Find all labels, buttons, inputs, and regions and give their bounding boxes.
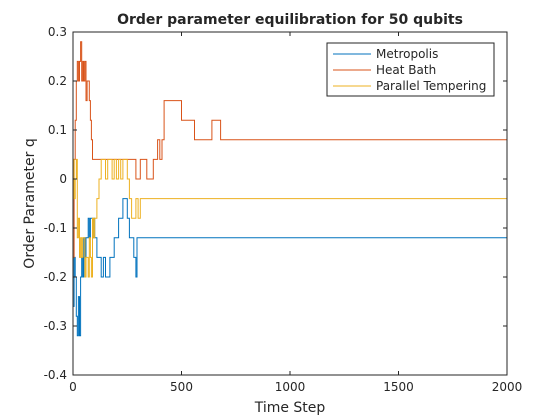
legend: Metropolis Heat Bath Parallel Tempering [326,42,495,97]
chart-title: Order parameter equilibration for 50 qub… [117,12,463,28]
x-tick-label: 500 [170,380,193,394]
x-tick-label: 1500 [383,380,414,394]
series-line-parallel-tempering [73,158,507,278]
y-tick-label: 0.1 [48,123,67,137]
y-tick-label: -0.2 [44,270,67,284]
series-layer [73,41,507,337]
y-tick-label: -0.1 [44,221,67,235]
x-tick-label: 2000 [492,380,523,394]
legend-label-metropolis: Metropolis [376,47,438,61]
x-axis-label: Time Step [254,400,326,416]
y-tick-label: 0.3 [48,25,67,39]
y-tick-label: -0.4 [44,368,67,382]
y-tick-label: 0 [59,172,67,186]
y-axis-label: Order Parameter q [22,138,38,268]
y-tick-label: 0.2 [48,74,67,88]
x-tick-label: 1000 [275,380,306,394]
legend-label-heat-bath: Heat Bath [376,63,436,77]
x-tick-label: 0 [69,380,77,394]
y-tick-label: -0.3 [44,319,67,333]
legend-label-parallel-tempering: Parallel Tempering [376,79,486,93]
axes-layer: 0 500 1000 1500 2000 -0.4 -0.3 -0.2 -0.1 0 0.1 0.2 0… [44,25,523,394]
